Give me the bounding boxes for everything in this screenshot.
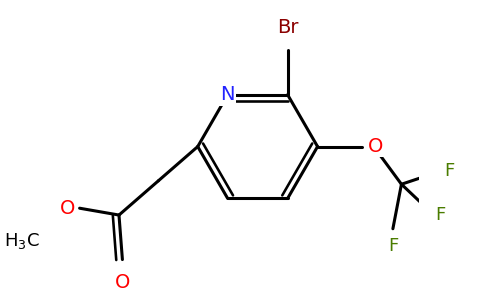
Text: O: O (115, 273, 130, 292)
Text: H$_3$C: H$_3$C (4, 231, 40, 251)
Text: F: F (444, 161, 454, 179)
Text: N: N (220, 85, 235, 104)
Text: O: O (368, 137, 384, 156)
Text: F: F (436, 206, 446, 224)
Text: F: F (388, 237, 398, 255)
Text: Br: Br (277, 18, 298, 37)
Text: O: O (60, 199, 76, 218)
